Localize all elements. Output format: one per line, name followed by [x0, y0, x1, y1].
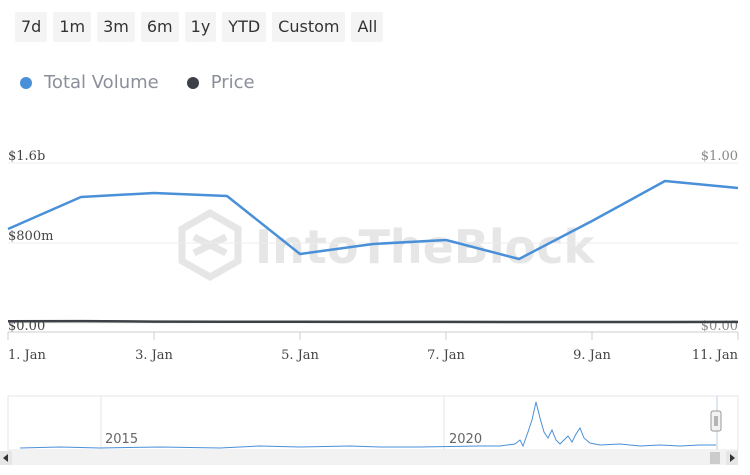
x-axis-tick-label: 11. Jan — [692, 348, 739, 363]
legend-label: Price — [210, 72, 255, 93]
series-line-total-volume — [7, 179, 739, 261]
watermark-text: IntoTheBlock — [255, 220, 595, 274]
scroll-left-arrow-icon — [3, 454, 8, 462]
range-button-6m[interactable]: 6m — [140, 12, 179, 42]
scrollbar-thumb[interactable] — [710, 452, 720, 464]
x-axis-tick-label: 9. Jan — [573, 348, 611, 363]
range-button-all[interactable]: All — [351, 12, 384, 42]
left-axis-tick-label: $800m — [8, 229, 53, 244]
navigator-label-2020: 2020 — [449, 432, 482, 447]
watermark: IntoTheBlock — [178, 208, 595, 282]
scroll-right-arrow-icon — [730, 454, 735, 462]
watermark-logo-icon — [178, 208, 242, 282]
navigator-label-2015: 2015 — [105, 432, 138, 447]
legend-label: Total Volume — [44, 72, 159, 93]
left-axis: $0.00 $800m $1.6b — [8, 149, 53, 334]
series-group — [7, 179, 739, 324]
range-button-3m[interactable]: 3m — [97, 12, 135, 42]
scrollbar-track[interactable] — [0, 451, 738, 465]
x-axis: 1. Jan 3. Jan 5. Jan 7. Jan 9. Jan 11. Jan — [7, 331, 739, 363]
series-line-price — [7, 319, 739, 324]
navigator-handle[interactable] — [710, 410, 722, 432]
navigator-background — [7, 395, 739, 451]
x-axis-tick-label: 7. Jan — [427, 348, 465, 363]
chart-legend: Total Volume Price — [20, 72, 255, 93]
x-axis-tick-label: 3. Jan — [135, 348, 173, 363]
legend-item-total-volume[interactable]: Total Volume — [20, 72, 159, 93]
range-selector: 7d 1m 3m 6m 1y YTD Custom All — [15, 12, 384, 42]
navigator-series-line — [19, 401, 716, 449]
range-button-7d[interactable]: 7d — [15, 12, 48, 42]
legend-dot-icon — [20, 76, 32, 89]
range-button-ytd[interactable]: YTD — [222, 12, 267, 42]
left-axis-tick-label: $0.00 — [8, 319, 45, 334]
range-button-1y[interactable]: 1y — [184, 12, 217, 42]
range-button-custom[interactable]: Custom — [272, 12, 346, 42]
right-axis: $0.00$1.00 — [701, 149, 738, 334]
x-axis-tick-label: 5. Jan — [281, 348, 319, 363]
scrollbar[interactable] — [0, 451, 738, 465]
legend-item-price[interactable]: Price — [186, 72, 255, 93]
x-axis-tick-label: 1. Jan — [8, 348, 46, 363]
range-button-1m[interactable]: 1m — [53, 12, 92, 42]
legend-dot-icon — [186, 76, 199, 89]
right-axis-tick-label: $1.00 — [701, 149, 738, 164]
left-axis-tick-label: $1.6b — [8, 149, 45, 164]
navigator[interactable]: 2015 2020 — [7, 395, 739, 451]
